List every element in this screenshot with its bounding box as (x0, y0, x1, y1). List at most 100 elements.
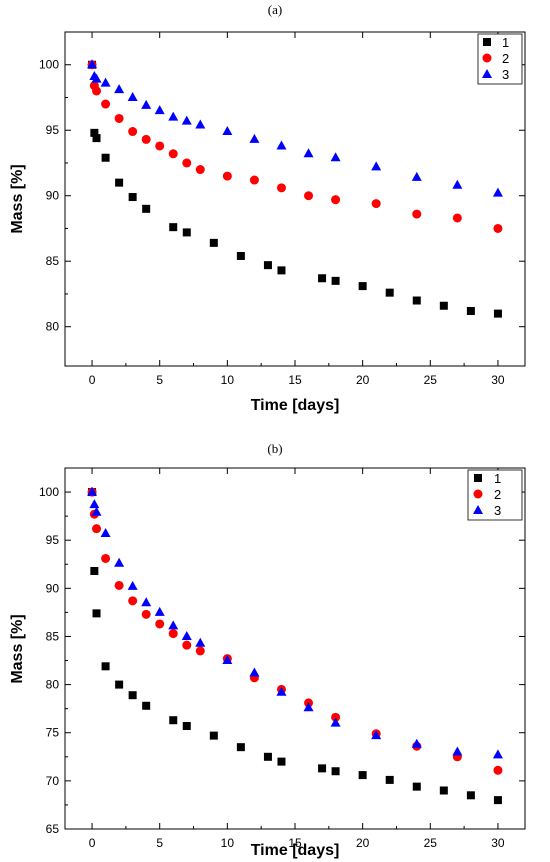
legend-label-2-b: 2 (494, 487, 501, 502)
x-tick-label-a-5: 25 (424, 373, 438, 387)
data-point-a-s1-20 (493, 309, 502, 318)
y-tick-label-b-3: 80 (46, 678, 60, 692)
data-point-a-s3-8 (168, 111, 179, 121)
data-point-b-s1-13 (318, 764, 327, 773)
legend-label-1-a: 1 (502, 35, 509, 50)
data-point-a-s1-10 (236, 251, 245, 260)
data-point-a-s1-14 (331, 276, 340, 285)
data-point-a-s3-15 (330, 152, 341, 162)
data-point-b-s1-8 (182, 721, 191, 730)
y-tick-label-a-1: 85 (46, 254, 60, 268)
data-point-b-s2-4 (114, 580, 124, 590)
data-point-b-s3-2 (91, 506, 102, 516)
data-point-a-s1-5 (128, 193, 137, 202)
data-point-a-s2-19 (493, 223, 503, 233)
x-tick-label-b-6: 30 (491, 836, 505, 850)
panel-label-a: (a) (268, 2, 282, 17)
ticks-a: 0 5 10 15 20 25 30 80 85 90 95 100 (39, 32, 525, 387)
data-point-b-s3-10 (195, 637, 206, 647)
data-point-b-s1-3 (101, 662, 110, 671)
data-point-b-s1-5 (128, 691, 137, 700)
data-point-b-s3-8 (168, 620, 179, 630)
data-point-a-s3-2 (91, 73, 102, 83)
x-tick-label-b-3: 15 (288, 836, 302, 850)
data-point-b-s3-12 (249, 667, 260, 677)
ticks-b: 0 5 10 15 20 25 30 65 70 75 80 85 90 95 100 (39, 468, 525, 850)
x-axis-title-a: Time [days] (251, 397, 340, 414)
legend-marker-2-a (482, 53, 492, 63)
data-point-b-s3-15 (330, 717, 341, 727)
data-point-a-s1-4 (115, 178, 124, 187)
data-point-a-s2-16 (371, 199, 381, 209)
y-tick-label-b-6: 95 (46, 533, 60, 547)
data-point-b-s3-5 (127, 580, 138, 590)
data-point-b-s3-17 (411, 738, 422, 748)
panel-label-b: (b) (267, 441, 282, 456)
x-tick-label-b-0: 0 (89, 836, 96, 850)
data-point-a-s1-1 (90, 128, 99, 137)
data-point-b-s3-1 (89, 499, 100, 509)
data-point-a-s3-9 (181, 115, 192, 125)
data-point-b-s1-18 (439, 786, 448, 795)
data-point-a-s1-13 (318, 274, 327, 283)
data-point-b-s1-1 (90, 567, 99, 576)
x-tick-label-a-6: 30 (491, 373, 505, 387)
data-point-a-s1-2 (92, 134, 101, 143)
data-point-a-s3-17 (411, 171, 422, 181)
data-point-a-s2-18 (452, 213, 462, 223)
data-point-b-s1-14 (331, 767, 340, 776)
legend-marker-1-b (474, 474, 482, 482)
data-point-b-s1-4 (115, 680, 124, 689)
data-point-a-s3-4 (114, 84, 125, 94)
data-point-a-s3-6 (141, 99, 152, 109)
data-point-b-s2-5 (128, 596, 138, 606)
x-tick-label-a-3: 15 (288, 373, 302, 387)
data-point-b-s3-4 (114, 557, 125, 567)
data-point-a-s3-16 (371, 161, 382, 171)
data-point-b-s1-11 (263, 752, 272, 761)
x-tick-label-a-1: 5 (156, 373, 163, 387)
data-point-a-s2-6 (141, 134, 151, 144)
data-point-a-s1-19 (466, 306, 475, 315)
legend-marker-1-a (483, 38, 491, 46)
data-point-a-s1-16 (385, 288, 394, 297)
data-point-b-s2-15 (331, 712, 341, 722)
y-tick-label-b-1: 70 (46, 774, 60, 788)
legend-label-3-b: 3 (494, 503, 501, 518)
data-point-a-s1-3 (101, 153, 110, 162)
legend-a: 1 2 3 (477, 33, 523, 85)
data-point-a-s2-5 (128, 127, 138, 137)
data-point-a-s3-10 (195, 119, 206, 129)
data-point-a-s2-13 (276, 183, 286, 193)
plot-frame-b (64, 467, 526, 830)
data-point-a-s2-3 (101, 99, 111, 109)
data-point-b-s2-9 (182, 640, 192, 650)
x-tick-label-b-1: 5 (156, 836, 163, 850)
data-point-a-s2-8 (168, 149, 178, 159)
x-tick-label-b-4: 20 (356, 836, 370, 850)
legend-label-3-a: 3 (502, 67, 509, 82)
data-point-a-s3-5 (127, 91, 138, 101)
data-point-b-s2-2 (92, 524, 102, 534)
x-axis-title-b: Time [days] (251, 842, 340, 859)
points-a (87, 59, 503, 318)
data-point-a-s1-6 (142, 204, 151, 213)
data-point-a-s1-7 (169, 223, 178, 232)
data-point-a-s2-14 (304, 191, 314, 201)
legend-label-2-a: 2 (502, 51, 509, 66)
data-point-a-s1-9 (209, 238, 218, 247)
points-b (87, 486, 503, 805)
y-tick-label-b-0: 65 (46, 822, 60, 836)
y-tick-label-b-5: 90 (46, 581, 60, 595)
y-tick-label-a-0: 80 (46, 320, 60, 334)
data-point-b-s3-0 (87, 486, 98, 496)
data-point-a-s3-18 (452, 179, 463, 189)
data-point-b-s1-7 (169, 716, 178, 725)
data-point-b-s2-19 (493, 765, 503, 775)
data-point-a-s3-13 (276, 140, 287, 150)
data-point-b-s1-2 (92, 609, 101, 618)
data-point-b-s1-17 (412, 782, 421, 791)
data-point-a-s2-15 (331, 195, 341, 205)
data-point-b-s1-19 (466, 791, 475, 800)
